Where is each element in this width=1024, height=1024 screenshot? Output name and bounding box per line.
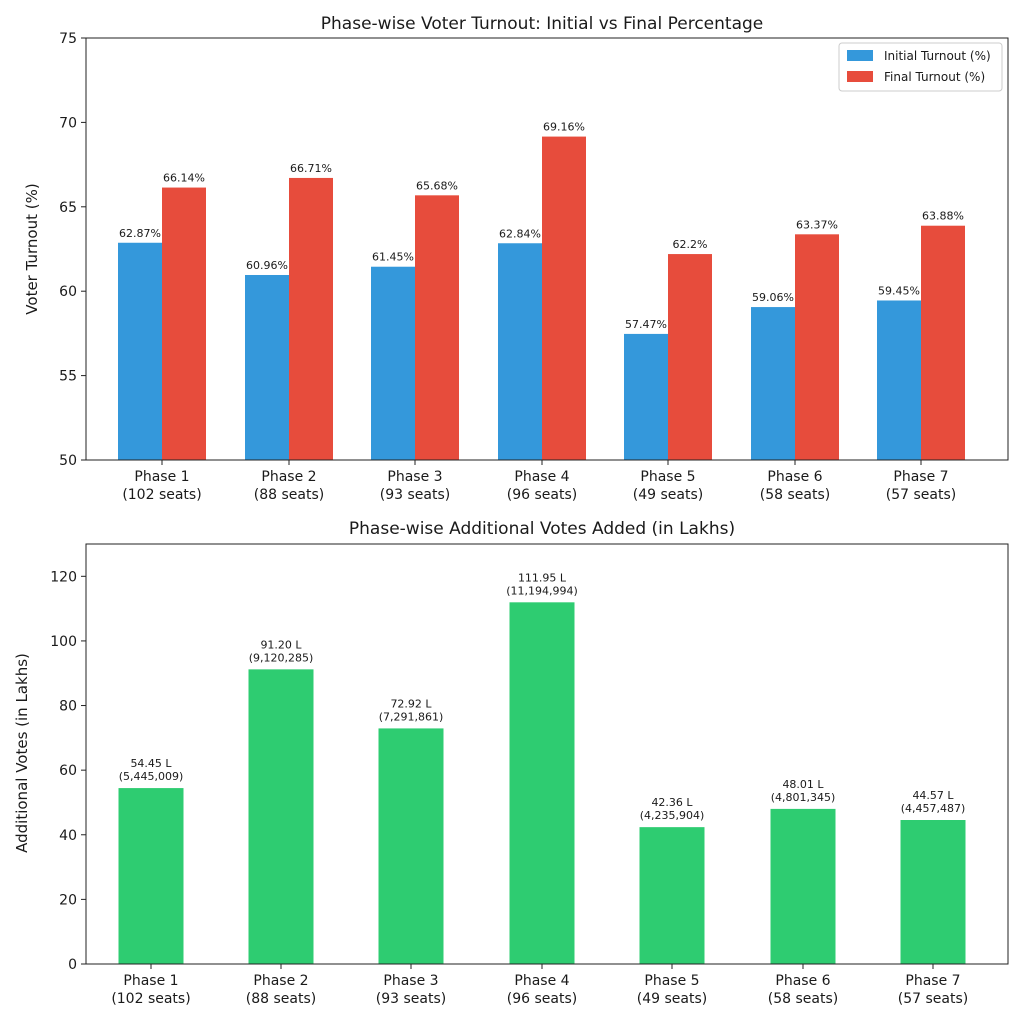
turnout-y-axis: 50 55 60 65 70 75	[59, 31, 86, 469]
y-tick-label: 100	[50, 634, 77, 650]
y-tick-label: 55	[59, 369, 77, 385]
bar-final	[415, 195, 459, 460]
bar-value-label: 62.2%	[673, 238, 708, 251]
y-tick-label: 40	[59, 828, 77, 844]
bar-value-label: 66.14%	[163, 172, 205, 185]
turnout-legend: Initial Turnout (%) Final Turnout (%)	[838, 42, 1003, 92]
y-tick-label: 120	[50, 569, 77, 585]
bar-additional-votes	[378, 728, 444, 964]
legend-label-final: Final Turnout (%)	[884, 70, 985, 84]
bar-value-label: 72.92 L (7,291,861)	[379, 697, 444, 723]
bar-value-label: 48.01 L (4,801,345)	[771, 778, 836, 804]
bar-value-label: 44.57 L (4,457,487)	[901, 789, 966, 815]
x-tick-label: Phase 7 (57 seats)	[886, 469, 956, 503]
bar-value-label: 62.87%	[119, 227, 161, 240]
legend-box	[838, 42, 1003, 92]
additional-votes-chart-title: Phase-wise Additional Votes Added (in La…	[349, 519, 735, 539]
bar-value-label: 66.71%	[290, 162, 332, 175]
bar-initial	[371, 266, 415, 460]
bar-final	[289, 177, 333, 461]
bar-value-label: 60.96%	[246, 259, 288, 272]
bar-final	[795, 234, 839, 460]
bar-value-label: 54.45 L (5,445,009)	[119, 757, 184, 783]
legend-swatch-initial	[847, 50, 873, 61]
y-tick-label: 60	[59, 763, 77, 779]
turnout-data-labels: 62.87% 60.96% 61.45% 62.84% 57.47% 59.06% 59.4…	[119, 121, 964, 331]
bar-final	[921, 225, 965, 460]
bar-initial	[624, 333, 668, 460]
bar-value-label: 59.06%	[752, 291, 794, 304]
bar-initial	[245, 274, 289, 460]
bar-value-label: 69.16%	[543, 121, 585, 134]
bar-initial	[118, 242, 162, 460]
bar-value-label: 42.36 L (4,235,904)	[640, 796, 705, 822]
bar-additional-votes	[900, 820, 966, 964]
bar-value-label: 59.45%	[878, 284, 920, 297]
x-tick-label: Phase 5 (49 seats)	[637, 973, 707, 1007]
additional-votes-x-axis: Phase 1 (102 seats) Phase 2 (88 seats) Phase…	[111, 964, 968, 1007]
x-tick-label: Phase 5 (49 seats)	[633, 469, 703, 503]
x-tick-label: Phase 6 (58 seats)	[760, 469, 830, 503]
y-tick-label: 20	[59, 892, 77, 908]
bar-value-label: 63.88%	[922, 210, 964, 223]
bar-additional-votes	[118, 788, 184, 964]
y-tick-label: 80	[59, 699, 77, 715]
additional-votes-chart-ylabel: Additional Votes (in Lakhs)	[13, 653, 31, 853]
y-tick-label: 0	[68, 957, 77, 973]
bar-final	[668, 254, 712, 460]
x-tick-label: Phase 3 (93 seats)	[376, 973, 446, 1007]
x-tick-label: Phase 4 (96 seats)	[507, 469, 577, 503]
x-tick-label: Phase 1 (102 seats)	[122, 469, 201, 503]
y-tick-label: 60	[59, 284, 77, 300]
x-tick-label: Phase 3 (93 seats)	[380, 469, 450, 503]
additional-votes-data-labels: 54.45 L (5,445,009) 91.20 L (9,120,285) 72.9…	[119, 571, 966, 822]
turnout-chart: Phase-wise Voter Turnout: Initial vs Fin…	[23, 14, 1009, 503]
bar-additional-votes	[639, 827, 705, 964]
x-tick-label: Phase 1 (102 seats)	[111, 973, 190, 1007]
y-tick-label: 50	[59, 453, 77, 469]
bar-value-label: 65.68%	[416, 179, 458, 192]
turnout-x-axis: Phase 1 (102 seats) Phase 2 (88 seats) Phase…	[122, 460, 956, 503]
y-tick-label: 65	[59, 200, 77, 216]
x-tick-label: Phase 7 (57 seats)	[898, 973, 968, 1007]
bar-value-label: 111.95 L (11,194,994)	[506, 571, 578, 597]
bar-initial	[498, 243, 542, 460]
additional-votes-bars	[118, 602, 966, 964]
x-tick-label: Phase 2 (88 seats)	[246, 973, 316, 1007]
bar-value-label: 63.37%	[796, 218, 838, 231]
bar-additional-votes	[248, 669, 314, 964]
bar-value-label: 61.45%	[372, 251, 414, 264]
bar-additional-votes	[770, 808, 836, 964]
bar-additional-votes	[509, 602, 575, 964]
additional-votes-chart: Phase-wise Additional Votes Added (in La…	[13, 519, 1009, 1007]
turnout-chart-title: Phase-wise Voter Turnout: Initial vs Fin…	[321, 14, 763, 34]
bar-value-label: 91.20 L (9,120,285)	[249, 638, 314, 664]
x-tick-label: Phase 4 (96 seats)	[507, 973, 577, 1007]
y-tick-label: 75	[59, 31, 77, 47]
y-tick-label: 70	[59, 115, 77, 131]
bar-final	[542, 136, 586, 460]
turnout-axes-frame	[85, 37, 1009, 461]
turnout-chart-ylabel: Voter Turnout (%)	[23, 183, 41, 314]
bar-initial	[751, 307, 795, 460]
legend-label-initial: Initial Turnout (%)	[884, 49, 991, 63]
x-tick-label: Phase 6 (58 seats)	[768, 973, 838, 1007]
bar-value-label: 62.84%	[499, 227, 541, 240]
additional-votes-axes-frame	[85, 543, 1009, 965]
bar-final	[162, 187, 206, 460]
turnout-bars	[118, 136, 965, 461]
bar-value-label: 57.47%	[625, 318, 667, 331]
x-tick-label: Phase 2 (88 seats)	[254, 469, 324, 503]
bar-initial	[877, 300, 921, 460]
legend-swatch-final	[847, 71, 873, 82]
additional-votes-y-axis: 0 20 40 60 80 100 120	[50, 569, 86, 973]
